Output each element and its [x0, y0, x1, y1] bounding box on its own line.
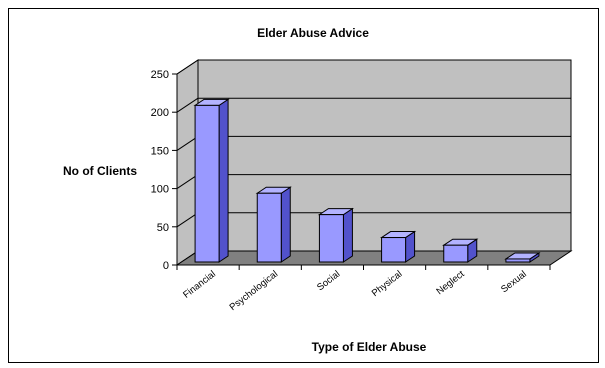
y-tick-label: 0: [163, 260, 169, 272]
x-tick-label: Neglect: [434, 268, 466, 297]
bar-side: [218, 98, 229, 263]
y-tick-label: 200: [151, 107, 169, 119]
bar-sexual: [505, 258, 531, 263]
x-tick-label: Financial: [181, 269, 218, 301]
x-tick-label: Psychological: [228, 269, 281, 313]
bar-neglect: [443, 244, 469, 263]
bar-side: [342, 207, 353, 263]
y-tick-label: 150: [151, 145, 169, 157]
x-tick-label: Physical: [370, 269, 405, 299]
bar-financial: [194, 104, 220, 263]
gridline-side: [176, 174, 199, 190]
x-tick-label: Sexual: [499, 269, 529, 296]
y-tick-label: 250: [151, 69, 169, 81]
bar-psychological: [256, 192, 282, 263]
chart-title: Elder Abuse Advice: [257, 26, 369, 40]
y-tick-label: 50: [157, 222, 169, 234]
x-tick-label: Social: [315, 269, 342, 294]
x-axis-title: Type of Elder Abuse: [312, 340, 427, 354]
gridline-side: [176, 97, 199, 113]
y-tick-label: 100: [151, 184, 169, 196]
gridline-side: [176, 135, 199, 151]
plot-area: 0 50 100 150 200 250 Financial Psychological Soc…: [151, 59, 573, 313]
bar-chart: Elder Abuse Advice No of Clients Type of…: [63, 26, 573, 354]
chart-frame: Elder Abuse Advice No of Clients Type of…: [8, 8, 599, 363]
bar-side: [280, 186, 291, 263]
y-axis-title: No of Clients: [63, 164, 137, 178]
gridline-side: [176, 59, 199, 75]
bar-physical: [381, 237, 407, 263]
gridline-side: [176, 212, 199, 228]
bar-social: [318, 214, 344, 263]
back-wall: [197, 59, 572, 252]
